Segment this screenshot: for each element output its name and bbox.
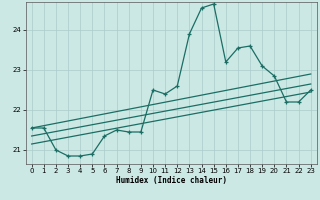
X-axis label: Humidex (Indice chaleur): Humidex (Indice chaleur) [116,176,227,185]
